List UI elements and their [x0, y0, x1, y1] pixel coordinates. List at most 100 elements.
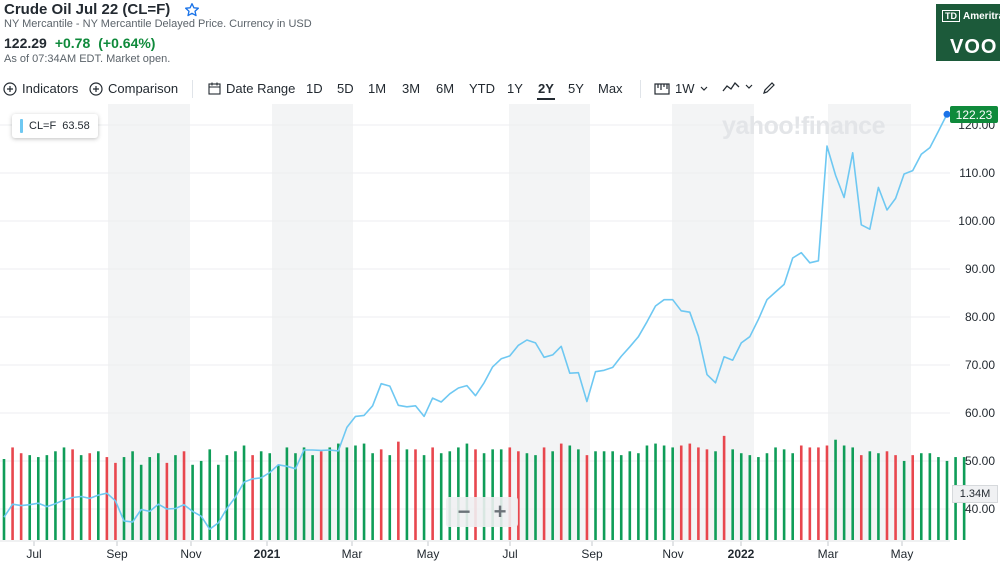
range-max[interactable]: Max [598, 81, 623, 96]
volume-bar [251, 455, 254, 540]
range-ytd[interactable]: YTD [469, 81, 495, 96]
volume-bar [808, 447, 812, 540]
last-volume-tag: 1.34M [952, 485, 998, 503]
volume-bar [688, 443, 692, 540]
volume-bar [559, 443, 563, 540]
volume-bar [62, 447, 66, 540]
zoom-out-button[interactable]: − [457, 499, 471, 524]
x-tick-label: 2021 [254, 547, 281, 561]
volume-bar [422, 455, 426, 540]
chevron-down-icon [745, 84, 753, 89]
range-5d[interactable]: 5D [337, 81, 354, 96]
volume-bar [499, 449, 503, 540]
volume-bar [105, 457, 109, 540]
volume-bar [868, 451, 872, 540]
volume-bar [834, 439, 837, 540]
volume-bar [165, 462, 169, 540]
volume-bar [345, 447, 349, 540]
range-1d[interactable]: 1D [306, 81, 323, 96]
volume-bar [851, 447, 854, 540]
x-tick-label: Sep [106, 547, 128, 561]
volume-bar [782, 449, 786, 540]
comparison-button[interactable]: Comparison [89, 81, 178, 96]
volume-bar [259, 451, 263, 540]
x-tick-label: May [891, 547, 914, 561]
volume-bar [654, 443, 657, 540]
range-3m[interactable]: 3M [402, 81, 421, 96]
volume-bar [457, 447, 460, 540]
volume-bar [397, 441, 400, 540]
volume-bar [414, 449, 417, 540]
interval-dropdown[interactable]: 1W [654, 81, 708, 96]
date-range-button[interactable]: Date Range [208, 81, 295, 96]
toolbar-divider [640, 80, 641, 98]
range-6m[interactable]: 6M [436, 81, 455, 96]
current-price: 122.29 [4, 35, 47, 51]
x-tick-label: May [417, 547, 440, 561]
range-1m[interactable]: 1M [368, 81, 387, 96]
y-axis: 120.00110.00100.0090.0080.0070.0060.0050… [958, 118, 995, 516]
volume-bar [302, 447, 306, 540]
draw-button[interactable] [762, 81, 776, 95]
volume-bar [714, 451, 717, 540]
range-1y[interactable]: 1Y [507, 81, 523, 96]
volume-bar [431, 447, 434, 540]
month-bands [108, 104, 911, 540]
range-2y[interactable]: 2Y [538, 81, 554, 96]
x-tick-label: Sep [581, 547, 603, 561]
volume-bar [36, 457, 40, 540]
volume-bar [722, 435, 726, 540]
volume-bar [748, 455, 752, 540]
volume-bar [88, 453, 92, 540]
volume-bar [319, 451, 323, 540]
volume-bar [645, 445, 649, 540]
y-tick-label: 40.00 [965, 502, 995, 516]
zoom-in-button[interactable]: + [493, 499, 507, 524]
volume-bar [2, 459, 6, 540]
series-legend[interactable]: CL=F 63.58 [12, 114, 98, 138]
y-tick-label: 90.00 [965, 262, 995, 276]
y-tick-label: 60.00 [965, 406, 995, 420]
volume-bar [388, 455, 392, 540]
y-tick-label: 110.00 [959, 166, 995, 180]
volume-bar [739, 453, 743, 540]
volume-bar [277, 464, 280, 540]
volume-bar [774, 447, 777, 540]
indicators-button[interactable]: Indicators [3, 81, 78, 96]
volume-bar [122, 457, 126, 540]
volume-bar [448, 451, 452, 540]
volume-bar [637, 453, 640, 540]
price-change-percent: (+0.64%) [98, 35, 156, 51]
x-tick-label: Nov [180, 547, 201, 561]
range-5y[interactable]: 5Y [568, 81, 584, 96]
instrument-name: Crude Oil Jul 22 (CL=F) [4, 1, 171, 18]
legend-symbol: CL=F [29, 120, 57, 132]
month-band [509, 104, 590, 540]
volume-bar [139, 464, 143, 540]
star-outline-icon[interactable] [184, 2, 200, 18]
plus-circle-icon [89, 81, 103, 96]
x-axis: Jul Sep Nov 2021 Mar May Jul Sep Nov 2022 Mar May [0, 540, 950, 561]
volume-bar [337, 443, 340, 540]
comparison-label: Comparison [108, 81, 179, 96]
volume-bar [911, 455, 915, 540]
volume-bar [791, 453, 794, 540]
volume-bar [662, 445, 666, 540]
volume-bar [79, 455, 83, 540]
volume-bar [602, 451, 606, 540]
chart-type-dropdown[interactable] [722, 81, 753, 93]
x-tick-label: Nov [662, 547, 683, 561]
volume-bar [517, 451, 520, 540]
volume-bar [705, 449, 709, 540]
volume-bar [525, 453, 529, 540]
volume-bar [919, 453, 923, 540]
volume-bar [311, 455, 314, 540]
volume-bar [482, 453, 486, 540]
volume-bar [628, 451, 632, 540]
volume-bar [577, 449, 580, 540]
volume-bar [11, 447, 14, 540]
volume-bar [45, 455, 49, 540]
advertisement[interactable]: TD Ameritrade VOO [936, 4, 1000, 61]
volume-bar [157, 453, 160, 540]
